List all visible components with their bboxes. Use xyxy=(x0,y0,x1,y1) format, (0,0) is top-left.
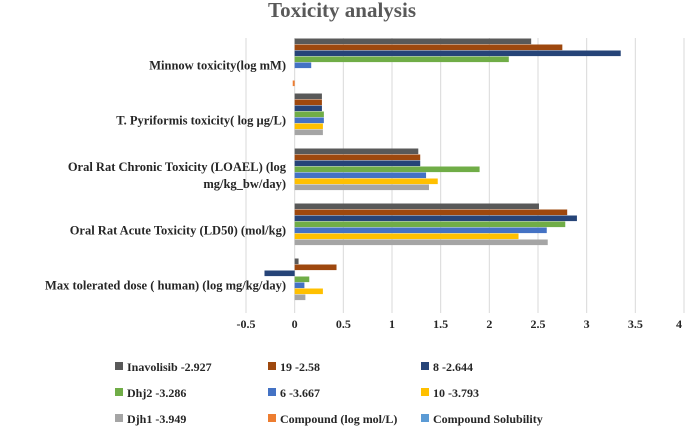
bar-19-2-58-cat-2 xyxy=(294,154,421,161)
legend-label-6-3-667: 6 -3.667 xyxy=(280,386,320,400)
bar-inavolisib-2-927-cat-4 xyxy=(294,258,299,265)
bar-19-2-58-cat-0 xyxy=(294,44,563,51)
legend-label-10-3-793: 10 -3.793 xyxy=(433,386,479,400)
bar-10-3-793-cat-4 xyxy=(294,288,323,295)
legend-swatch-19-2-58 xyxy=(268,362,276,370)
bar-inavolisib-2-927-cat-1 xyxy=(294,93,322,100)
category-labels: Minnow toxicity(log mM) T. Pyriformis tox… xyxy=(45,59,287,293)
bar-dhj2-3-286-cat-3 xyxy=(294,221,566,228)
tick-label-0-5: -0.5 xyxy=(237,317,256,331)
bar-6-3-667-cat-4 xyxy=(294,282,305,289)
tick-label-3-5: 3.5 xyxy=(628,317,643,331)
bar-19-2-58-cat-1 xyxy=(294,99,322,106)
bar-djh1-3-949-cat-4 xyxy=(294,294,306,301)
category-label-4-line-0: Max tolerated dose ( human) (log mg/kg/d… xyxy=(45,279,286,293)
bar-inavolisib-2-927-cat-3 xyxy=(294,203,539,210)
bar-djh1-3-949-cat-3 xyxy=(294,239,548,246)
tick-label-0: 0 xyxy=(292,317,298,331)
legend-label-dhj2-3-286: Dhj2 -3.286 xyxy=(127,386,186,400)
legend: Inavolisib -2.927 19 -2.58 8 -2.644 Dhj2 -3… xyxy=(115,360,543,426)
bar-8-2-644-cat-3 xyxy=(294,215,577,222)
legend-swatch-inavolisib-2-927 xyxy=(115,362,123,370)
bar-10-3-793-cat-1 xyxy=(294,123,323,130)
bar-inavolisib-2-927-cat-2 xyxy=(294,148,419,155)
bar-10-3-793-cat-3 xyxy=(294,233,519,240)
legend-swatch-compound-log-mol-l xyxy=(268,414,276,422)
legend-swatch-10-3-793 xyxy=(421,388,429,396)
bar-6-3-667-cat-0 xyxy=(294,62,312,69)
bar-dhj2-3-286-cat-4 xyxy=(294,276,310,283)
bar-8-2-644-cat-2 xyxy=(294,160,421,167)
category-label-2-line-0: Oral Rat Chronic Toxicity (LOAEL) (log xyxy=(68,160,287,174)
tick-label-1: 1 xyxy=(389,317,395,331)
legend-swatch-6-3-667 xyxy=(268,388,276,396)
tick-label-2-5: 2.5 xyxy=(531,317,546,331)
x-axis-ticks: -0.5 0 0.5 1 1.5 2 2.5 3 3.5 4 xyxy=(237,317,683,331)
bar-8-2-644-cat-4 xyxy=(264,270,295,277)
bar-compound-log-mol-l-cat-0 xyxy=(292,80,295,87)
legend-swatch-djh1-3-949 xyxy=(115,414,123,422)
legend-label-8-2-644: 8 -2.644 xyxy=(433,360,473,374)
tick-label-2: 2 xyxy=(486,317,492,331)
bar-layer xyxy=(264,38,621,301)
bar-6-3-667-cat-2 xyxy=(294,172,427,179)
category-label-2-line-1: mg/kg_bw/day) xyxy=(203,177,286,191)
bar-inavolisib-2-927-cat-0 xyxy=(294,38,532,45)
bar-dhj2-3-286-cat-0 xyxy=(294,56,509,63)
bar-8-2-644-cat-1 xyxy=(294,105,322,112)
bar-10-3-793-cat-2 xyxy=(294,178,438,185)
bar-19-2-58-cat-4 xyxy=(294,264,337,271)
legend-label-inavolisib-2-927: Inavolisib -2.927 xyxy=(127,360,212,374)
bar-6-3-667-cat-1 xyxy=(294,117,324,124)
legend-label-compound-log-mol-l: Compound (log mol/L) xyxy=(280,412,397,426)
bar-djh1-3-949-cat-1 xyxy=(294,129,323,136)
bar-dhj2-3-286-cat-1 xyxy=(294,111,324,118)
category-label-3-line-0: Oral Rat Acute Toxicity (LD50) (mol/kg) xyxy=(70,224,286,238)
chart-title: Toxicity analysis xyxy=(268,0,416,22)
legend-swatch-dhj2-3-286 xyxy=(115,388,123,396)
legend-label-compound-solubility: Compound Solubility xyxy=(433,412,543,426)
legend-label-19-2-58: 19 -2.58 xyxy=(280,360,320,374)
bar-dhj2-3-286-cat-2 xyxy=(294,166,480,173)
bar-6-3-667-cat-3 xyxy=(294,227,547,234)
bar-8-2-644-cat-0 xyxy=(294,50,621,57)
tick-label-0-5: 0.5 xyxy=(336,317,351,331)
bar-19-2-58-cat-3 xyxy=(294,209,568,216)
tick-label-1-5: 1.5 xyxy=(433,317,448,331)
category-label-1-line-0: T. Pyriformis toxicity( log µg/L) xyxy=(116,114,286,128)
category-label-0-line-0: Minnow toxicity(log mM) xyxy=(149,59,286,73)
tick-label-4: 4 xyxy=(676,317,682,331)
legend-swatch-compound-solubility xyxy=(421,414,429,422)
legend-swatch-8-2-644 xyxy=(421,362,429,370)
bar-djh1-3-949-cat-2 xyxy=(294,184,429,191)
tick-label-3: 3 xyxy=(584,317,590,331)
legend-label-djh1-3-949: Djh1 -3.949 xyxy=(127,412,186,426)
